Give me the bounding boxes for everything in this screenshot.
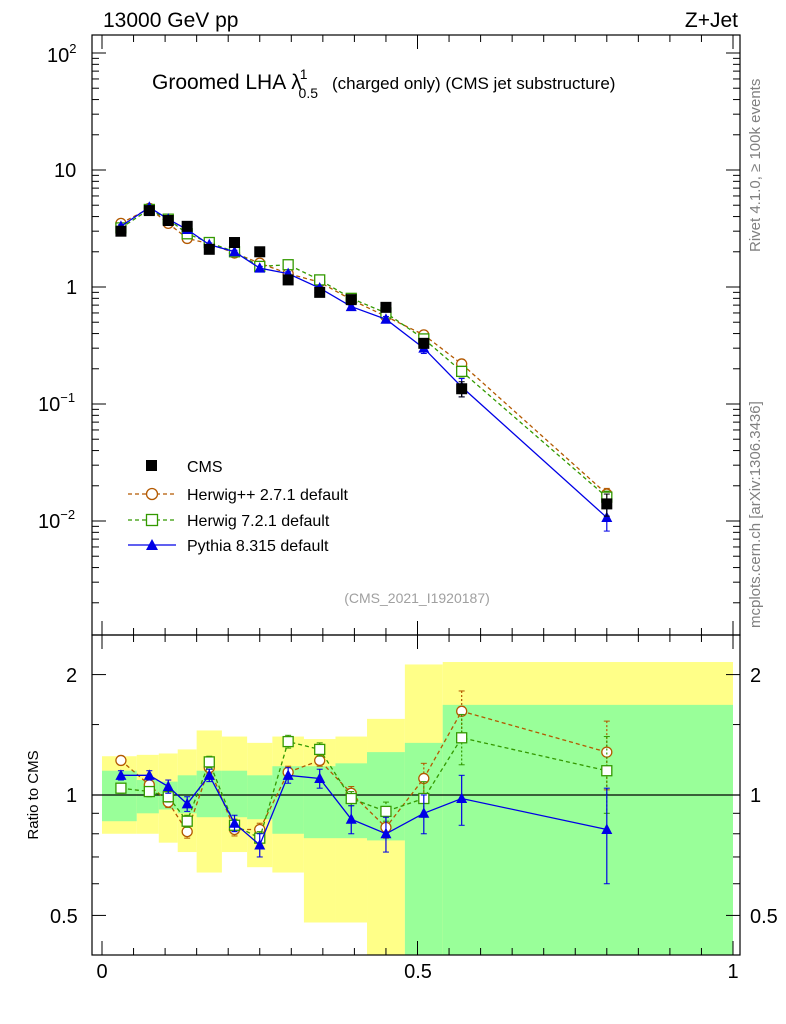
- legend-marker-herwigpp: [145, 487, 159, 501]
- analysis-id-label: (CMS_2021_I1920187): [344, 590, 490, 606]
- ratio-point-pythia-1: [143, 769, 155, 780]
- ratio-point-pythia-9: [345, 813, 357, 824]
- legend-label-herwigpp: Herwig++ 2.7.1 default: [187, 487, 349, 504]
- ratio-axis-ticks: [92, 635, 740, 955]
- legend-entry-pythia: Pythia 8.315 default: [128, 538, 329, 555]
- main-series-cms: [115, 205, 613, 517]
- ratio-point-pythia-8: [314, 772, 326, 783]
- main-point-pythia-6: [254, 262, 266, 273]
- legend-marker-herwig7: [145, 513, 159, 527]
- main-point-pythia-10: [380, 313, 392, 324]
- main-point-cms-6: [254, 246, 266, 258]
- ratio-y-tick-0.5-left: 0.5: [50, 906, 78, 928]
- y-tick-label-10: 10: [54, 160, 76, 182]
- main-point-cms-12: [456, 383, 468, 395]
- legend-label-herwig7: Herwig 7.2.1 default: [187, 513, 330, 530]
- legend-marker-pythia: [146, 539, 158, 550]
- ratio-band-inner-6: [247, 775, 273, 820]
- ratio-point-pythia-7: [282, 769, 294, 780]
- header-left-label: 13000 GeV pp: [103, 9, 238, 32]
- main-axis-ticks: [92, 35, 740, 635]
- main-point-cms-4: [203, 243, 215, 255]
- legend-entry-cms: CMS: [146, 459, 223, 476]
- main-point-pythia-5: [229, 245, 241, 257]
- ratio-series-herwigpp: [115, 690, 613, 839]
- legend: CMS Herwig++ 2.7.1 default Herwig 7.2.1 …: [128, 459, 349, 555]
- ratio-point-pythia-5: [229, 817, 241, 828]
- main-point-herwig7-12: [456, 365, 468, 378]
- main-point-cms-8: [314, 286, 326, 298]
- ratio-point-herwig7-4: [203, 756, 215, 768]
- rivet-version-label: Rivet 4.1.0, ≥ 100k events: [747, 79, 764, 252]
- ratio-point-pythia-6: [254, 838, 266, 850]
- ratio-point-herwig7-8: [314, 743, 326, 756]
- ratio-point-pythia-4: [203, 769, 215, 780]
- ratio-point-herwig7-0: [115, 782, 127, 794]
- y-tick-label-100: 102: [47, 41, 76, 67]
- main-point-cms-10: [380, 301, 392, 313]
- ratio-point-pythia-12: [456, 792, 468, 804]
- ratio-point-pythia-11: [418, 807, 430, 818]
- ratio-point-herwig7-12: [456, 732, 468, 744]
- main-line-herwigpp: [120, 207, 608, 495]
- main-point-cms-0: [115, 225, 127, 237]
- legend-label-pythia: Pythia 8.315 default: [187, 538, 329, 555]
- x-tick-label-0.5: 0.5: [404, 961, 432, 983]
- ratio-point-herwig7-13: [601, 765, 613, 777]
- ratio-band-inner-3: [177, 775, 197, 814]
- ratio-axis-label: Ratio to CMS: [25, 750, 42, 839]
- main-point-cms-2: [162, 215, 174, 227]
- main-point-cms-3: [181, 220, 193, 232]
- y-tick-label-0.1: 10−1: [38, 390, 75, 416]
- main-point-cms-7: [282, 274, 294, 286]
- main-point-pythia-9: [345, 300, 357, 312]
- mcplots-reference-label: mcplots.cern.ch [arXiv:1306.3436]: [747, 401, 764, 628]
- ratio-y-tick-1-left: 1: [66, 785, 77, 807]
- legend-entry-herwig7: Herwig 7.2.1 default: [128, 513, 330, 530]
- ratio-point-herwigpp-0: [115, 754, 127, 767]
- x-tick-label-0: 0: [96, 961, 107, 983]
- ratio-point-herwig7-1: [143, 785, 155, 798]
- ratio-point-herwig7-3: [181, 815, 193, 827]
- ratio-point-herwigpp-8: [314, 754, 326, 767]
- main-point-cms-13: [601, 498, 613, 510]
- ratio-point-herwig7-10: [380, 805, 392, 818]
- ratio-point-pythia-13: [601, 823, 613, 834]
- ratio-point-herwig7-9: [345, 792, 357, 805]
- ratio-point-herwig7-7: [282, 735, 294, 748]
- legend-marker-cms: [146, 460, 157, 471]
- ratio-y-tick-2-right: 2: [750, 665, 761, 687]
- ratio-y-tick-0.5-right: 0.5: [750, 906, 778, 928]
- ratio-uncertainty-bands: [102, 662, 733, 955]
- ratio-band-inner-12: [442, 704, 733, 955]
- ratio-point-pythia-10: [380, 827, 392, 839]
- y-tick-label-0.01: 10−2: [38, 507, 75, 533]
- ratio-point-pythia-3: [181, 797, 193, 809]
- ratio-point-pythia-2: [162, 780, 174, 792]
- ratio-band-inner-5: [221, 770, 248, 818]
- ratio-point-herwigpp-3: [181, 825, 193, 838]
- ratio-y-tick-1-right: 1: [750, 785, 761, 807]
- ratio-point-pythia-0: [115, 769, 127, 780]
- main-point-pythia-13: [601, 511, 613, 523]
- plot-title: Groomed LHA λ1 0.5 (charged only) (CMS jet …: [152, 66, 615, 101]
- ratio-series-herwig7: [115, 713, 613, 846]
- ratio-series-pythia: [115, 767, 613, 885]
- ratio-line-herwigpp: [120, 710, 607, 834]
- main-point-cms-5: [229, 237, 241, 249]
- ratio-y-tick-2-left: 2: [66, 665, 77, 687]
- main-point-cms-1: [143, 205, 155, 217]
- ratio-line-herwig7: [120, 737, 607, 840]
- main-point-cms-11: [418, 337, 430, 349]
- y-tick-label-1: 1: [66, 277, 77, 299]
- main-series-layer: [115, 201, 613, 532]
- ratio-series-layer: [115, 690, 613, 885]
- header-right-label: Z+Jet: [685, 9, 738, 32]
- x-tick-label-1: 1: [727, 961, 738, 983]
- main-point-cms-9: [345, 294, 357, 306]
- legend-label-cms: CMS: [187, 459, 223, 476]
- legend-entry-herwigpp: Herwig++ 2.7.1 default: [128, 487, 349, 504]
